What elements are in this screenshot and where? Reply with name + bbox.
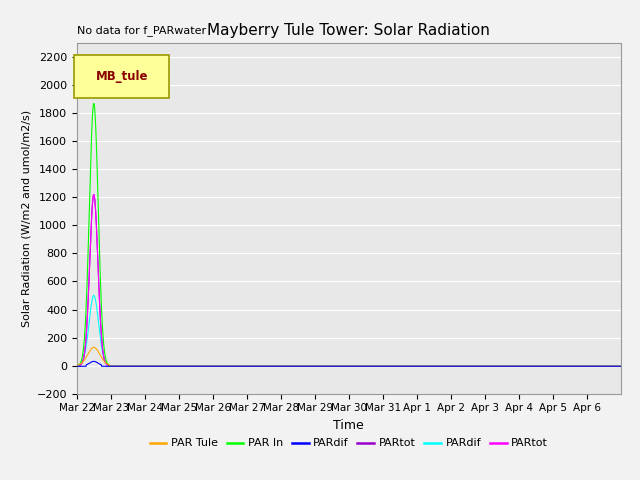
Title: Mayberry Tule Tower: Solar Radiation: Mayberry Tule Tower: Solar Radiation bbox=[207, 23, 490, 38]
X-axis label: Time: Time bbox=[333, 419, 364, 432]
FancyBboxPatch shape bbox=[74, 56, 169, 97]
Legend: PAR Tule, PAR In, PARdif, PARtot, PARdif, PARtot: PAR Tule, PAR In, PARdif, PARtot, PARdif… bbox=[145, 434, 552, 453]
Text: MB_tule: MB_tule bbox=[96, 70, 148, 83]
Text: No data for f_PARwater: No data for f_PARwater bbox=[77, 25, 206, 36]
Y-axis label: Solar Radiation (W/m2 and umol/m2/s): Solar Radiation (W/m2 and umol/m2/s) bbox=[21, 110, 31, 327]
